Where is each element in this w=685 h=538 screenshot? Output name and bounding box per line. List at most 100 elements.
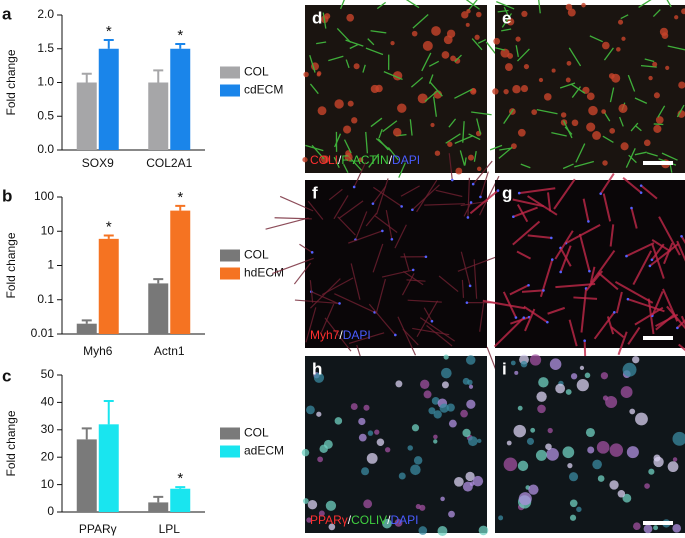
fiber — [609, 87, 615, 103]
fiber — [462, 121, 465, 143]
cell — [413, 456, 423, 465]
cell — [584, 372, 591, 379]
panel-label: h — [312, 359, 322, 378]
fiber — [609, 224, 615, 247]
cell — [398, 472, 406, 480]
fiber — [495, 47, 505, 51]
cell — [672, 523, 682, 533]
x-tick-label: LPL — [159, 522, 181, 536]
cell — [677, 110, 685, 118]
cell — [571, 119, 579, 127]
fiber — [589, 266, 596, 283]
legend-swatch — [220, 249, 240, 262]
fiber — [265, 217, 309, 230]
fiber — [336, 27, 352, 43]
fiber — [467, 0, 478, 12]
cell — [597, 475, 605, 482]
fiber — [338, 200, 364, 219]
fiber — [555, 283, 596, 289]
fiber — [305, 144, 324, 152]
cell — [441, 367, 452, 379]
cell — [374, 429, 380, 435]
fiber — [627, 326, 641, 345]
nucleus — [680, 234, 683, 238]
cell — [517, 128, 526, 137]
cell — [467, 154, 474, 161]
fiber — [472, 160, 493, 185]
fiber — [485, 41, 496, 54]
error-bar — [175, 43, 186, 49]
cell — [433, 439, 438, 444]
fiber — [527, 195, 558, 216]
cell — [586, 122, 596, 132]
fiber — [523, 305, 548, 324]
cell — [652, 61, 658, 67]
cell — [465, 22, 470, 27]
error-bar — [153, 278, 164, 284]
cell — [394, 519, 403, 527]
nucleus — [352, 185, 356, 189]
bar — [98, 238, 119, 334]
fiber — [516, 250, 532, 260]
fiber — [454, 54, 462, 63]
error-bar — [175, 486, 186, 489]
fiber — [324, 317, 352, 352]
cell — [423, 390, 432, 399]
cell — [466, 8, 471, 14]
nucleus — [522, 316, 526, 320]
y-tick-label: 0.1 — [37, 292, 54, 306]
fiber — [640, 64, 657, 68]
fiber — [473, 151, 477, 162]
fiber — [588, 249, 616, 287]
cell — [517, 460, 529, 472]
nucleus — [310, 251, 314, 254]
cell — [569, 514, 577, 521]
fiber — [589, 35, 604, 43]
fiber — [463, 202, 472, 217]
fiber — [469, 189, 499, 215]
cell — [307, 500, 318, 510]
fiber — [634, 97, 648, 104]
cell — [448, 419, 457, 428]
cell — [302, 498, 309, 504]
fiber — [333, 156, 340, 169]
cell — [334, 417, 343, 425]
fiber — [493, 316, 525, 348]
nucleus — [550, 258, 554, 261]
fiber — [279, 195, 314, 212]
cell — [653, 124, 662, 133]
cell — [617, 19, 624, 25]
fiber — [349, 44, 359, 50]
cell — [653, 525, 659, 531]
fiber — [343, 163, 349, 174]
nucleus — [471, 182, 475, 186]
cell — [407, 445, 413, 451]
nucleus — [394, 333, 397, 337]
cell — [518, 492, 532, 506]
fiber — [512, 220, 541, 246]
cell — [592, 459, 602, 470]
y-tick-label: 1.5 — [37, 41, 54, 55]
fiber — [378, 128, 383, 139]
nucleus — [599, 192, 602, 195]
fiber — [343, 139, 352, 154]
nucleus — [424, 255, 428, 259]
x-tick-label: Actn1 — [154, 344, 185, 358]
fiber — [477, 38, 487, 44]
fiber — [568, 47, 582, 67]
fiber — [602, 193, 612, 222]
fiber — [657, 105, 666, 118]
fiber — [646, 152, 658, 157]
cell — [302, 157, 308, 163]
fiber — [554, 230, 574, 260]
cell — [472, 475, 484, 487]
cell — [530, 427, 536, 433]
legend-label: COL — [244, 426, 269, 440]
bar — [98, 424, 119, 512]
cell — [529, 354, 542, 366]
panel-label: f — [312, 183, 318, 202]
y-tick-label: 20 — [41, 449, 55, 463]
fiber — [559, 245, 572, 273]
fiber — [680, 235, 685, 244]
fiber — [632, 250, 653, 286]
